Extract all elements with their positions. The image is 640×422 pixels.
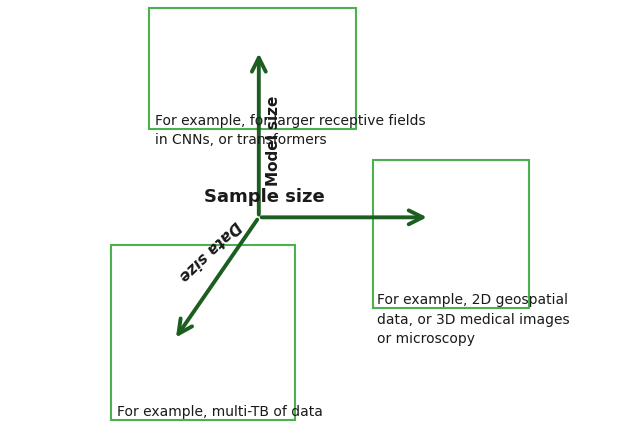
Text: Data size: Data size xyxy=(175,217,243,283)
FancyBboxPatch shape xyxy=(149,8,356,129)
FancyBboxPatch shape xyxy=(372,160,529,308)
Text: For example, multi-TB of data
acquired from simulation of
observational experime: For example, multi-TB of data acquired f… xyxy=(116,405,323,422)
Text: For example, for larger receptive fields
in CNNs, or transformers: For example, for larger receptive fields… xyxy=(156,114,426,147)
FancyBboxPatch shape xyxy=(111,245,294,420)
Text: Sample size: Sample size xyxy=(204,187,324,206)
Text: For example, 2D geospatial
data, or 3D medical images
or microscopy: For example, 2D geospatial data, or 3D m… xyxy=(377,293,570,346)
Text: Model size: Model size xyxy=(266,95,281,186)
